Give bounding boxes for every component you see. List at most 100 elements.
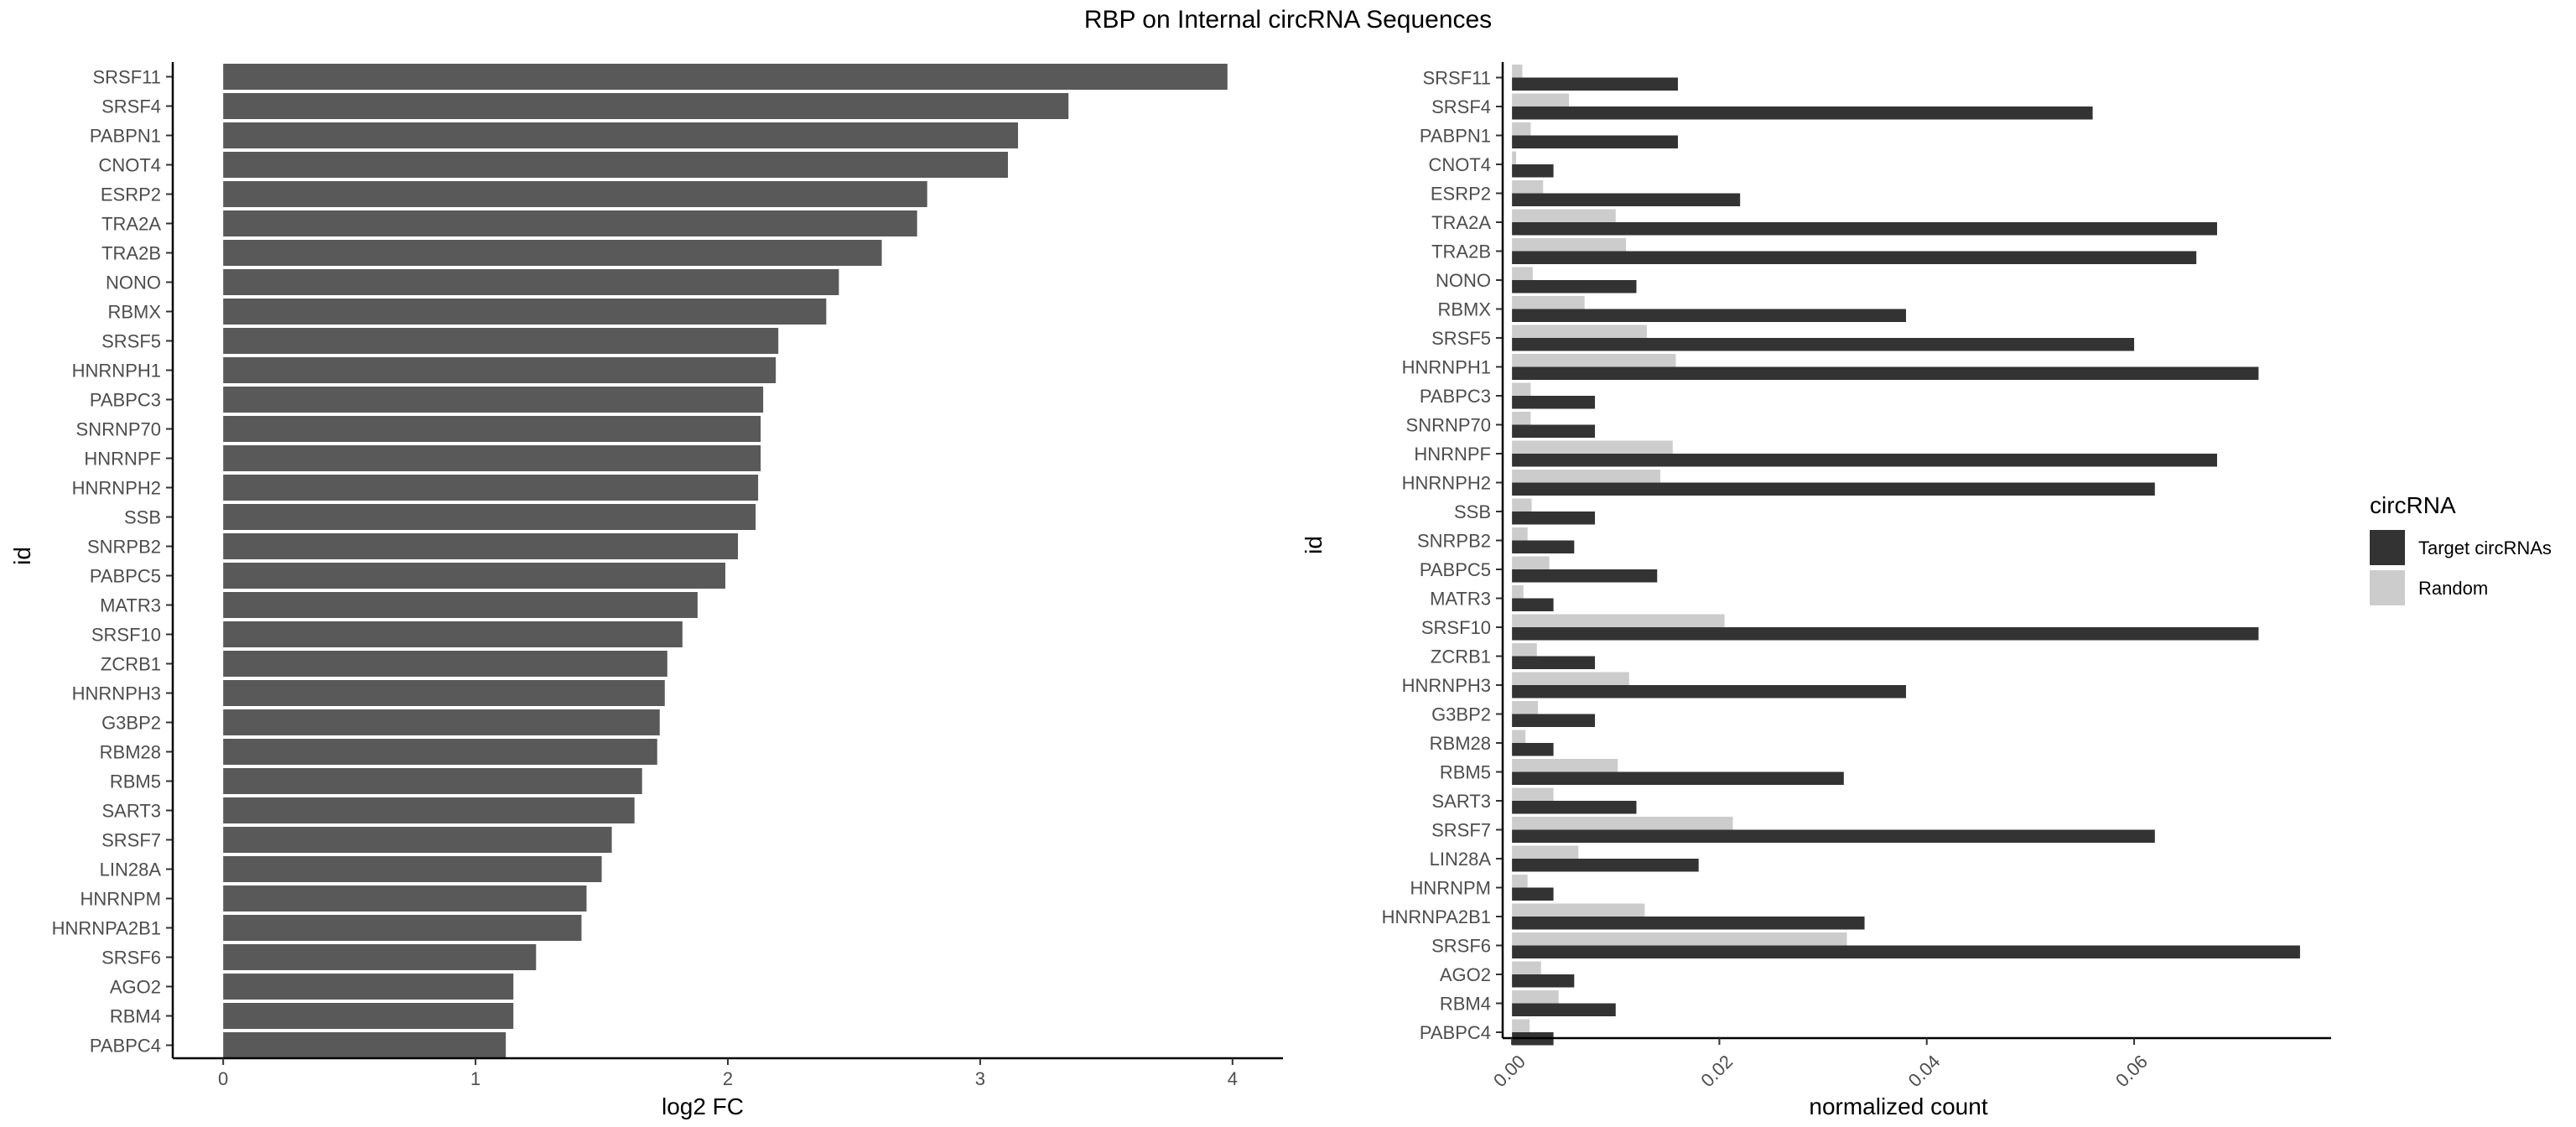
y-tick-label: HNRNPA2B1 [52,918,161,939]
bar-random-pabpn1 [1512,122,1531,136]
y-tick-label: RBMX [107,302,161,323]
bar-nono [223,269,839,295]
y-tick-label: AGO2 [110,977,161,998]
bar-srsf6 [223,944,537,970]
bar-target-rbmx [1512,309,1907,322]
bar-zcrb1 [223,651,667,677]
bar-target-tra2a [1512,222,2217,236]
bar-target-matr3 [1512,598,1554,611]
bar-sart3 [223,797,635,823]
y-tick-label: RBMX [1437,299,1491,320]
y-tick-label: G3BP2 [1431,704,1491,725]
y-tick-label: NONO [106,273,161,293]
figure-title: RBP on Internal circRNA Sequences [1084,6,1492,34]
right-y-axis-title: id [1301,536,1327,554]
y-tick-label: SRSF10 [91,625,161,646]
bar-srsf7 [223,827,612,853]
bar-random-hnrnpa2b1 [1512,903,1645,917]
bar-target-esrp2 [1512,193,1741,206]
y-tick-label: MATR3 [100,595,161,616]
y-tick-label: NONO [1436,270,1491,291]
bar-random-pabpc5 [1512,556,1550,569]
bar-srsf4 [223,93,1069,119]
bar-rbm4 [223,1003,514,1029]
y-tick-label: AGO2 [1440,964,1491,985]
bar-target-rbm4 [1512,1003,1616,1016]
bar-random-hnrnph3 [1512,672,1629,685]
bar-random-nono [1512,267,1533,280]
bar-target-snrpb2 [1512,540,1575,553]
x-tick-label: 3 [975,1068,985,1089]
y-tick-label: HNRNPH3 [72,683,161,704]
bar-srsf11 [223,64,1228,90]
left-y-axis-title: id [9,547,35,565]
bar-target-hnrnph2 [1512,482,2155,496]
x-tick-label: 2 [723,1068,733,1089]
bar-target-sart3 [1512,801,1637,814]
bar-target-ago2 [1512,974,1575,988]
legend-label-target: Target circRNAs [2418,538,2552,558]
bar-random-snrpb2 [1512,527,1528,541]
bar-random-hnrnpf [1512,440,1673,454]
y-tick-label: SART3 [101,801,161,822]
bar-random-matr3 [1512,585,1524,599]
right-x-axis-title: normalized count [1809,1093,1987,1119]
y-tick-label: SRSF5 [101,331,161,352]
bar-random-ssb [1512,498,1532,512]
y-tick-label: SRSF11 [92,67,161,88]
y-tick-label: SRSF5 [1431,328,1491,349]
bar-target-srsf6 [1512,945,2300,958]
x-tick-label: 0 [218,1068,228,1089]
left-x-axis-title: log2 FC [662,1093,744,1119]
y-tick-label: TRA2B [101,243,161,264]
bar-srsf5 [223,328,779,354]
bar-target-zcrb1 [1512,656,1596,669]
bar-rbmx [223,299,827,325]
bar-g3bp2 [223,709,660,735]
y-tick-label: RBM4 [1440,994,1491,1015]
y-tick-label: TRA2A [1431,212,1491,233]
y-tick-label: HNRNPF [84,449,161,470]
bar-target-cnot4 [1512,164,1554,178]
bar-pabpc4 [223,1032,506,1058]
y-tick-label: HNRNPF [1414,444,1491,465]
y-tick-label: SRSF6 [1431,936,1491,957]
bar-snrnp70 [223,416,761,442]
bar-random-rbm5 [1512,759,1618,772]
bar-random-srsf10 [1512,614,1725,627]
y-tick-label: SNRNP70 [76,419,161,440]
bar-target-hnrnph3 [1512,685,1907,699]
y-tick-label: SRSF10 [1421,617,1491,638]
bar-target-hnrnph1 [1512,366,2259,380]
y-tick-label: CNOT4 [98,155,161,176]
y-tick-label: PABPN1 [90,126,161,147]
bar-target-hnrnpa2b1 [1512,917,1865,930]
bar-cnot4 [223,152,1009,178]
bar-rbm5 [223,768,642,794]
y-tick-label: PABPC4 [90,1036,161,1057]
bar-random-srsf7 [1512,817,1733,830]
left-bar-chart: log2 FC id SRSF11 SRSF4 PABPN1 CNOT4 ESRP2 TR… [9,62,1283,1119]
bar-target-nono [1512,280,1637,293]
y-tick-label: SNRPB2 [1417,531,1491,552]
y-tick-label: RBM4 [110,1006,161,1027]
bar-target-srsf11 [1512,77,1678,91]
bar-tra2a [223,210,917,236]
bar-random-hnrnph2 [1512,470,1660,483]
legend: circRNA Target circRNAs Random [2370,492,2552,605]
y-tick-label: HNRNPM [80,889,161,910]
y-tick-label: CNOT4 [1428,154,1491,175]
bar-hnrnpf [223,445,761,471]
bar-target-tra2b [1512,251,2197,264]
bar-hnrnph2 [223,475,759,501]
y-tick-label: HNRNPH1 [1402,357,1491,378]
y-tick-label: RBM5 [110,771,161,792]
bar-random-srsf5 [1512,325,1647,338]
y-tick-label: HNRNPH2 [1402,473,1491,494]
bar-target-hnrnpm [1512,887,1554,901]
y-tick-label: PABPN1 [1420,126,1491,147]
y-tick-label: LIN28A [100,860,162,880]
bar-target-g3bp2 [1512,714,1596,727]
y-tick-label: PABPC4 [1420,1022,1491,1043]
bar-target-srsf5 [1512,338,2135,351]
